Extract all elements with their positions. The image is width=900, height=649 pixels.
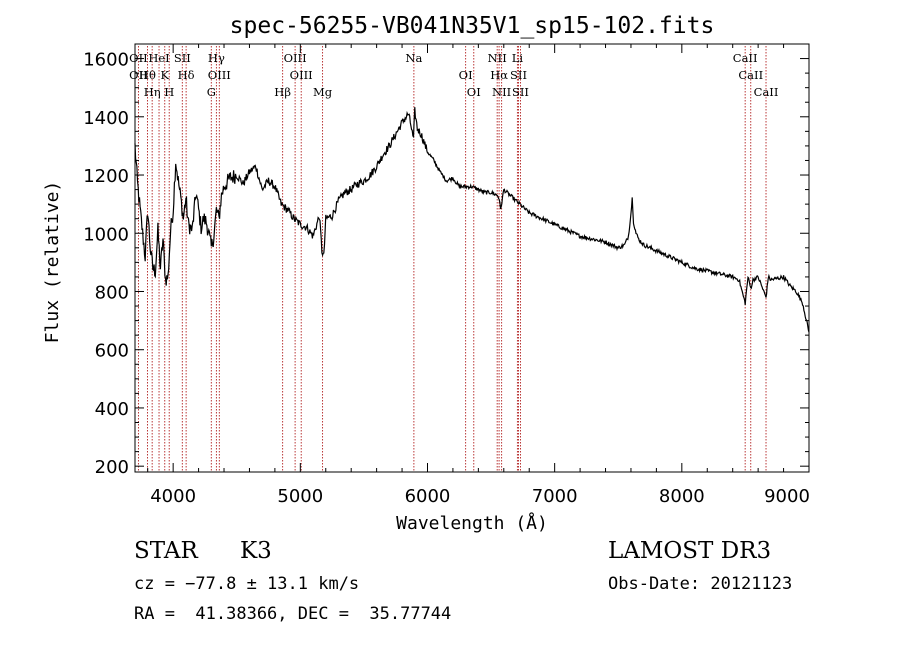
spectral-line-labels: OIIOIIHθHηHeIKHSIIHδGHγOIIIHβOIIIOIIIMgN… <box>129 51 778 99</box>
x-axis-label: Wavelength (Å) <box>396 512 548 534</box>
spectral-line-label: SII <box>174 51 191 65</box>
spectral-line-label: Hδ <box>178 68 195 82</box>
spectral-line-markers <box>137 46 767 472</box>
x-tick-label: 7000 <box>532 486 578 507</box>
y-tick-label: 1400 <box>83 108 129 129</box>
spectral-line-label: OI <box>459 68 473 82</box>
x-tick-label: 4000 <box>150 486 196 507</box>
x-axis: 4000 5000 6000 7000 8000 9000 <box>147 44 810 507</box>
x-tick-label: 5000 <box>277 486 323 507</box>
spectral-line-label: Na <box>405 51 422 65</box>
y-tick-label: 600 <box>95 341 129 362</box>
spectral-line-label: Li <box>512 51 524 65</box>
spectral-line-label: OII <box>129 51 148 65</box>
y-tick-label: 800 <box>95 282 129 303</box>
spectral-line-label: Mg <box>313 85 333 99</box>
spectral-line-label: SII <box>510 68 527 82</box>
spectral-line-label: K <box>160 68 169 82</box>
spectral-line-label: Hα <box>490 68 508 82</box>
y-axis-label: Flux (relative) <box>42 181 63 344</box>
spectral-line-label: H <box>164 85 174 99</box>
y-tick-label: 1000 <box>83 224 129 245</box>
y-tick-label: 1600 <box>83 50 129 71</box>
spectral-line-label: CaII <box>733 51 758 65</box>
y-axis: 200 400 600 800 1000 1200 1400 1600 <box>83 50 809 478</box>
chart-title: spec-56255-VB041N35V1_sp15-102.fits <box>230 13 715 39</box>
y-tick-label: 1200 <box>83 166 129 187</box>
redshift-velocity: cz = −77.8 ± 13.1 km/s <box>134 574 360 594</box>
spectral-line-label: HeI <box>148 51 169 65</box>
spectral-line-label: CaII <box>738 68 763 82</box>
observation-date: Obs-Date: 20121123 <box>608 574 793 594</box>
spectral-line-label: NII <box>492 85 511 99</box>
spectral-line-label: Hη <box>144 85 161 99</box>
spectral-line-label: OIII <box>290 68 313 82</box>
spectral-line-label: NII <box>488 51 507 65</box>
spectral-line-label: Hβ <box>274 85 291 99</box>
plot-frame <box>134 43 810 473</box>
spectral-line-label: OII <box>129 68 148 82</box>
coordinates: RA = 41.38366, DEC = 35.77744 <box>134 604 452 624</box>
y-tick-label: 200 <box>95 457 129 478</box>
spectral-line-label: Hγ <box>208 51 225 65</box>
spectral-line-label: OIII <box>284 51 307 65</box>
spectral-line-label: Hθ <box>139 68 156 82</box>
survey-name: LAMOST DR3 <box>608 538 772 564</box>
spectral-line-label: OI <box>467 85 481 99</box>
spectrum-series-line <box>134 107 810 333</box>
x-tick-label: 8000 <box>659 486 705 507</box>
object-class: STAR <box>134 538 198 564</box>
spectral-line-label: CaII <box>754 85 779 99</box>
spectral-line-label: G <box>207 85 216 99</box>
x-tick-label: 9000 <box>764 486 810 507</box>
spectral-line-label: OIII <box>208 68 231 82</box>
y-tick-label: 400 <box>95 399 129 420</box>
object-subclass: K3 <box>240 538 272 564</box>
spectral-line-label: SII <box>512 85 529 99</box>
x-tick-label: 6000 <box>405 486 451 507</box>
